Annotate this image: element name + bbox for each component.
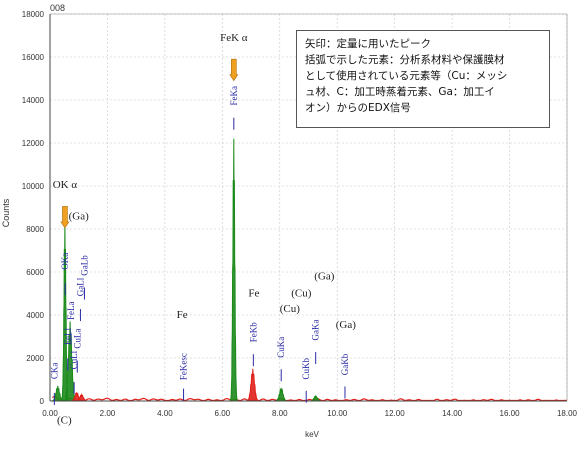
- y-tick-label: 10000: [22, 182, 45, 191]
- x-tick-label: 8.00: [272, 409, 288, 418]
- annotation-label: Fe: [177, 309, 188, 321]
- peak-label: GaLl: [75, 277, 85, 296]
- spectrum-peak: [229, 138, 239, 402]
- y-tick-label: 14000: [22, 96, 45, 105]
- y-tick-label: 18000: [22, 10, 45, 19]
- peak-label: GaKb: [340, 353, 350, 375]
- annotation-label: (Cu): [280, 303, 301, 315]
- annotation-label: (C): [57, 415, 72, 427]
- y-tick-label: 4000: [26, 311, 44, 320]
- tick-labels: 0.00 2.00 4.00 6.00 8.00 10.00 12.00 14.00 16.00…: [22, 10, 578, 418]
- peak-label: CKa: [49, 363, 59, 380]
- peak-label: CuLl: [69, 350, 79, 369]
- annotation-label: (Ga): [69, 210, 89, 222]
- chart-title: 008: [50, 3, 65, 13]
- y-axis-label: Counts: [1, 198, 11, 227]
- note-line: ュ材、C：加工時蒸着元素、Ga：加工イ: [305, 86, 495, 98]
- y-tick-label: 16000: [22, 53, 45, 62]
- peak-label: FeKa: [229, 86, 239, 106]
- spectrum-peak: [273, 388, 289, 402]
- x-axis-label: keV: [305, 430, 319, 439]
- x-tick-label: 4.00: [157, 409, 173, 418]
- y-tick-label: 0: [40, 397, 45, 406]
- y-tick-label: 8000: [26, 225, 44, 234]
- y-tick-label: 12000: [22, 139, 45, 148]
- peak-label: CuKa: [276, 337, 286, 358]
- down-arrow-icon: [60, 206, 70, 229]
- axes: [49, 13, 568, 402]
- annotation-label: (Ga): [314, 271, 334, 283]
- arrows: [60, 58, 239, 229]
- peak-label: FeKb: [248, 322, 258, 342]
- x-tick-label: 2.00: [100, 409, 116, 418]
- annotation-label: (Cu): [291, 288, 312, 300]
- legend-note-box: 矢印：定量に用いたピーク 括弧で示した元素：分析系材料や保護膜材 として使用され…: [296, 30, 550, 128]
- note-line: オン）からのEDX信号: [305, 102, 411, 114]
- peak-label: FeKesc: [179, 353, 189, 380]
- down-arrow-icon: [229, 58, 239, 82]
- annotation-label: FeK α: [220, 32, 248, 44]
- x-tick-label: 10.00: [327, 409, 348, 418]
- x-tick-label: 0.00: [42, 409, 58, 418]
- note-line: 括弧で示した元素：分析系材料や保護膜材: [305, 54, 505, 66]
- peak-label: FeLa: [66, 301, 76, 320]
- x-tick-label: 16.00: [500, 409, 521, 418]
- peak-label: FeLl: [63, 328, 73, 345]
- y-tick-label: 6000: [26, 268, 44, 277]
- note-line: として使用されている元素等（Cu：メッシ: [305, 70, 508, 82]
- x-tick-label: 12.00: [385, 409, 406, 418]
- x-tick-label: 6.00: [215, 409, 231, 418]
- annotation-label: OK α: [53, 179, 78, 191]
- peak-label: GaKa: [311, 320, 321, 341]
- spectrum-background-line: [52, 396, 567, 402]
- peak-label: CuKb: [301, 358, 311, 380]
- annotation-label: (Ga): [336, 319, 356, 331]
- annotation-label: Fe: [248, 288, 259, 300]
- spectrum-peak: [245, 368, 261, 402]
- peak-label: OKa: [60, 253, 70, 270]
- x-tick-label: 14.00: [442, 409, 463, 418]
- y-tick-label: 2000: [26, 354, 44, 363]
- peak-label: GaLb: [79, 255, 89, 276]
- x-tick-label: 18.00: [557, 409, 578, 418]
- note-line: 矢印：定量に用いたピーク: [305, 38, 431, 50]
- peak-label: CuLa: [72, 329, 82, 349]
